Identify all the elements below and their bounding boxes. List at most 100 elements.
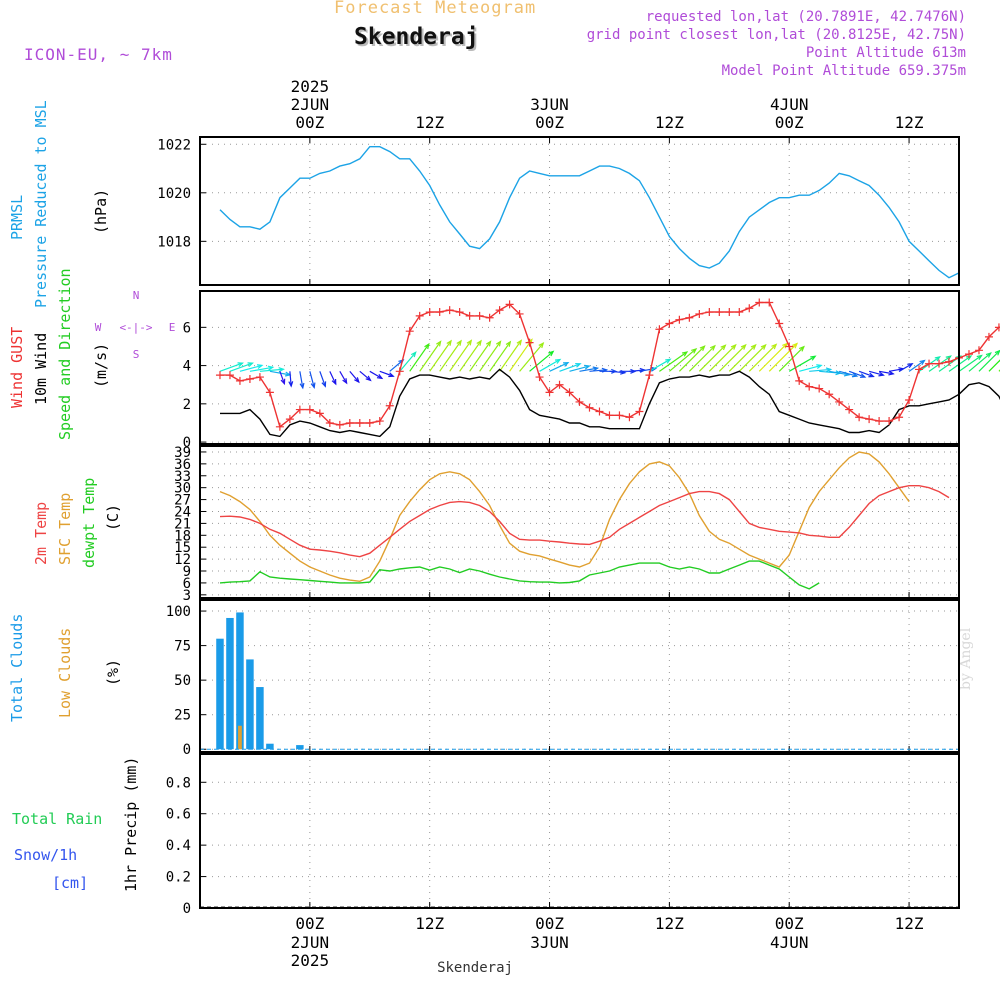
- wind-direction-arrow: [659, 351, 688, 372]
- wind-direction-arrow: [229, 362, 253, 372]
- wind-gust-marker: [705, 308, 714, 317]
- wind-gust-marker: [335, 420, 344, 429]
- wind-direction-arrow: [439, 340, 462, 372]
- total-cloud-bar: [226, 617, 234, 750]
- y-tick-label: 39: [174, 445, 191, 461]
- wind-gust-marker: [395, 367, 404, 376]
- wind-gust-marker: [375, 417, 384, 426]
- wind-arrow-head: [825, 367, 833, 373]
- wind-gust-marker: [685, 313, 694, 322]
- wind-direction-arrow: [319, 371, 326, 387]
- y-tick-label: 24: [174, 504, 191, 520]
- wind-gust-marker: [745, 304, 754, 313]
- bottom-date-label: 2JUN: [291, 933, 330, 952]
- wind-arrow-head: [699, 345, 706, 352]
- wind-gust-marker: [945, 357, 954, 366]
- wind-arrow-head: [476, 339, 482, 346]
- wind-direction-arrow: [379, 370, 394, 377]
- wind-arrow-head: [985, 352, 992, 358]
- wind-arrow-head: [965, 355, 973, 361]
- wind-arrow-head: [342, 378, 348, 385]
- wind-arrow-head: [816, 364, 823, 369]
- wind-direction-arrow: [718, 344, 747, 372]
- wind-gust-marker: [555, 380, 564, 389]
- wind-gust-marker: [265, 388, 274, 397]
- pressure-label-msl: Pressure Reduced to MSL: [32, 100, 50, 308]
- wind-direction-arrow: [569, 365, 590, 372]
- dewpt-temp-line: [219, 560, 820, 590]
- wind-arrow-head: [485, 340, 492, 347]
- wind-direction-arrow: [589, 369, 607, 372]
- wind-gust-marker: [515, 309, 524, 318]
- wind-direction-arrow: [289, 371, 292, 387]
- wind-direction-arrow: [399, 351, 417, 372]
- wind-arrow-head: [681, 351, 689, 357]
- wind-unit: (m/s): [92, 343, 110, 388]
- wind-direction-arrow: [549, 362, 569, 372]
- wind-direction-arrow: [509, 339, 533, 372]
- wind-direction-arrow: [429, 340, 452, 372]
- wind-arrow-head: [934, 355, 941, 362]
- wind-direction-arrow: [708, 344, 737, 372]
- wind-direction-arrow: [539, 359, 561, 372]
- wind-gust-marker: [575, 397, 584, 406]
- wind-gust-marker: [595, 407, 604, 416]
- wind-label-gust: Wind GUST: [8, 327, 26, 408]
- wind-gust-marker: [355, 418, 364, 427]
- wind-direction-arrow: [799, 364, 822, 372]
- wind-gust-marker: [365, 418, 374, 427]
- wind-arrow-head: [495, 340, 502, 347]
- cloud-label-total: Total Clouds: [8, 614, 26, 722]
- wind-direction-arrow: [499, 340, 522, 372]
- wind-gust-marker: [425, 308, 434, 317]
- y-tick-label: 4: [183, 359, 191, 375]
- wind-arrow-head: [665, 358, 672, 364]
- pressure-line: [219, 145, 960, 279]
- wind-direction-arrow: [369, 370, 383, 379]
- wind-direction-arrow: [259, 368, 284, 372]
- wind-arrow-head: [691, 347, 698, 354]
- bottom-time-tick-label: 12Z: [895, 914, 924, 933]
- footer-location: Skenderaj: [437, 960, 513, 976]
- compass-west: W: [95, 321, 102, 334]
- wind-direction-arrow: [559, 363, 581, 372]
- y-tick-label: 36: [174, 457, 191, 473]
- panel-frame-4: [199, 599, 960, 753]
- wind-gust-marker: [635, 407, 644, 416]
- wind-direction-arrow: [879, 370, 894, 375]
- wind-gust-marker: [225, 371, 234, 380]
- y-tick-label: 0.6: [166, 807, 191, 823]
- wind-direction-arrow: [988, 359, 1000, 372]
- wind-arrow-head: [650, 366, 658, 372]
- wind-gust-marker: [795, 376, 804, 385]
- wind-gust-marker: [385, 401, 394, 410]
- wind-arrow-head: [592, 366, 600, 372]
- wind-direction-arrow: [489, 341, 511, 372]
- wind-gust-marker: [964, 350, 973, 359]
- y-tick-label: 0: [183, 901, 191, 917]
- top-date-label: 2JUN: [291, 95, 330, 114]
- wind-arrow-head: [907, 362, 914, 369]
- wind-arrow-head: [354, 377, 360, 384]
- y-tick-label: 50: [174, 673, 191, 689]
- temp-label-dewpt: dewpt Temp: [80, 478, 98, 568]
- wind-gust-marker: [535, 373, 544, 382]
- model-altitude: Model Point Altitude 659.375m: [721, 63, 966, 79]
- wind-arrow-head: [376, 373, 384, 380]
- wind-direction-arrow: [868, 370, 884, 376]
- wind-gust-marker: [775, 319, 784, 328]
- model-label: ICON-EU, ~ 7km: [24, 45, 173, 64]
- wind-gust-marker: [715, 308, 724, 317]
- wind-direction-arrow: [519, 342, 544, 372]
- wind-gust-marker: [565, 388, 574, 397]
- wind-gust-marker: [665, 319, 674, 328]
- wind-gust-marker: [505, 300, 514, 309]
- wind-direction-arrow: [609, 370, 626, 374]
- wind-label-10m: 10m Wind: [32, 333, 50, 405]
- bottom-time-tick-label: 00Z: [775, 914, 804, 933]
- wind-arrow-head: [851, 372, 859, 378]
- wind-direction-arrow: [768, 343, 798, 372]
- wind-gust-marker: [475, 311, 484, 320]
- wind-gust-marker: [215, 371, 224, 380]
- wind-gust-marker: [845, 405, 854, 414]
